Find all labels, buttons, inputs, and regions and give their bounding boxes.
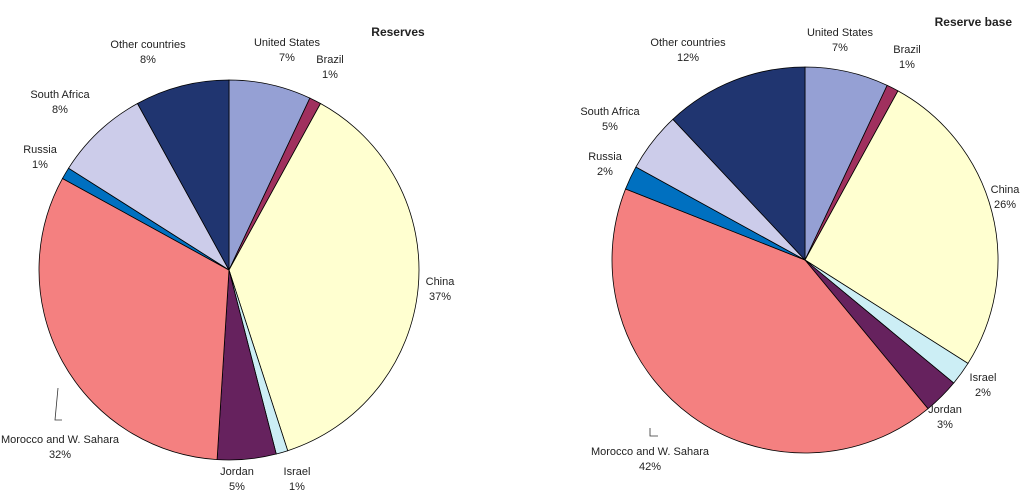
slice-label: Russia [23,144,58,156]
slice-label: Morocco and W. Sahara [1,434,120,446]
slice-label: Israel [970,372,997,384]
slice-value: 12% [677,52,699,64]
leader-line [649,428,658,437]
pie-slice [672,66,806,262]
slice-label: China [426,276,456,288]
slice-value: 5% [229,481,245,493]
slice-value: 8% [52,104,68,116]
slice-label: Other countries [110,39,186,51]
slice-value: 1% [322,69,338,81]
slice-label: Jordan [220,466,254,478]
leader-line [54,387,62,421]
slice-value: 1% [899,59,915,71]
pie-slice [68,102,230,271]
slice-value: 2% [597,166,613,178]
slice-label: China [991,184,1021,196]
slice-label: United States [807,27,874,39]
slice-label: South Africa [30,89,90,101]
chart-title: Reserves [371,25,425,39]
slice-value: 2% [975,387,991,399]
slice-label: Brazil [893,44,921,56]
pie-slice [804,90,999,364]
slice-label: South Africa [580,106,640,118]
pie-slice [38,177,230,461]
slice-label: Jordan [928,404,962,416]
slice-label: Other countries [650,37,726,49]
pie-slice [611,188,929,454]
slice-label: Russia [588,151,623,163]
slice-value: 42% [639,461,661,473]
slice-value: 7% [279,52,295,64]
slice-label: Brazil [316,54,344,66]
slice-value: 37% [429,291,451,303]
slice-value: 5% [602,121,618,133]
slice-value: 32% [49,449,71,461]
slice-value: 7% [832,42,848,54]
slice-value: 1% [289,481,305,493]
slice-label: Israel [284,466,311,478]
pie-slice [228,102,420,452]
pie-slice [136,79,230,271]
chart-title: Reserve base [935,15,1013,29]
slice-value: 3% [937,419,953,431]
slice-label: Morocco and W. Sahara [591,446,710,458]
slice-label: United States [254,37,321,49]
slice-value: 26% [994,199,1016,211]
slice-value: 1% [32,159,48,171]
slice-value: 8% [140,54,156,66]
